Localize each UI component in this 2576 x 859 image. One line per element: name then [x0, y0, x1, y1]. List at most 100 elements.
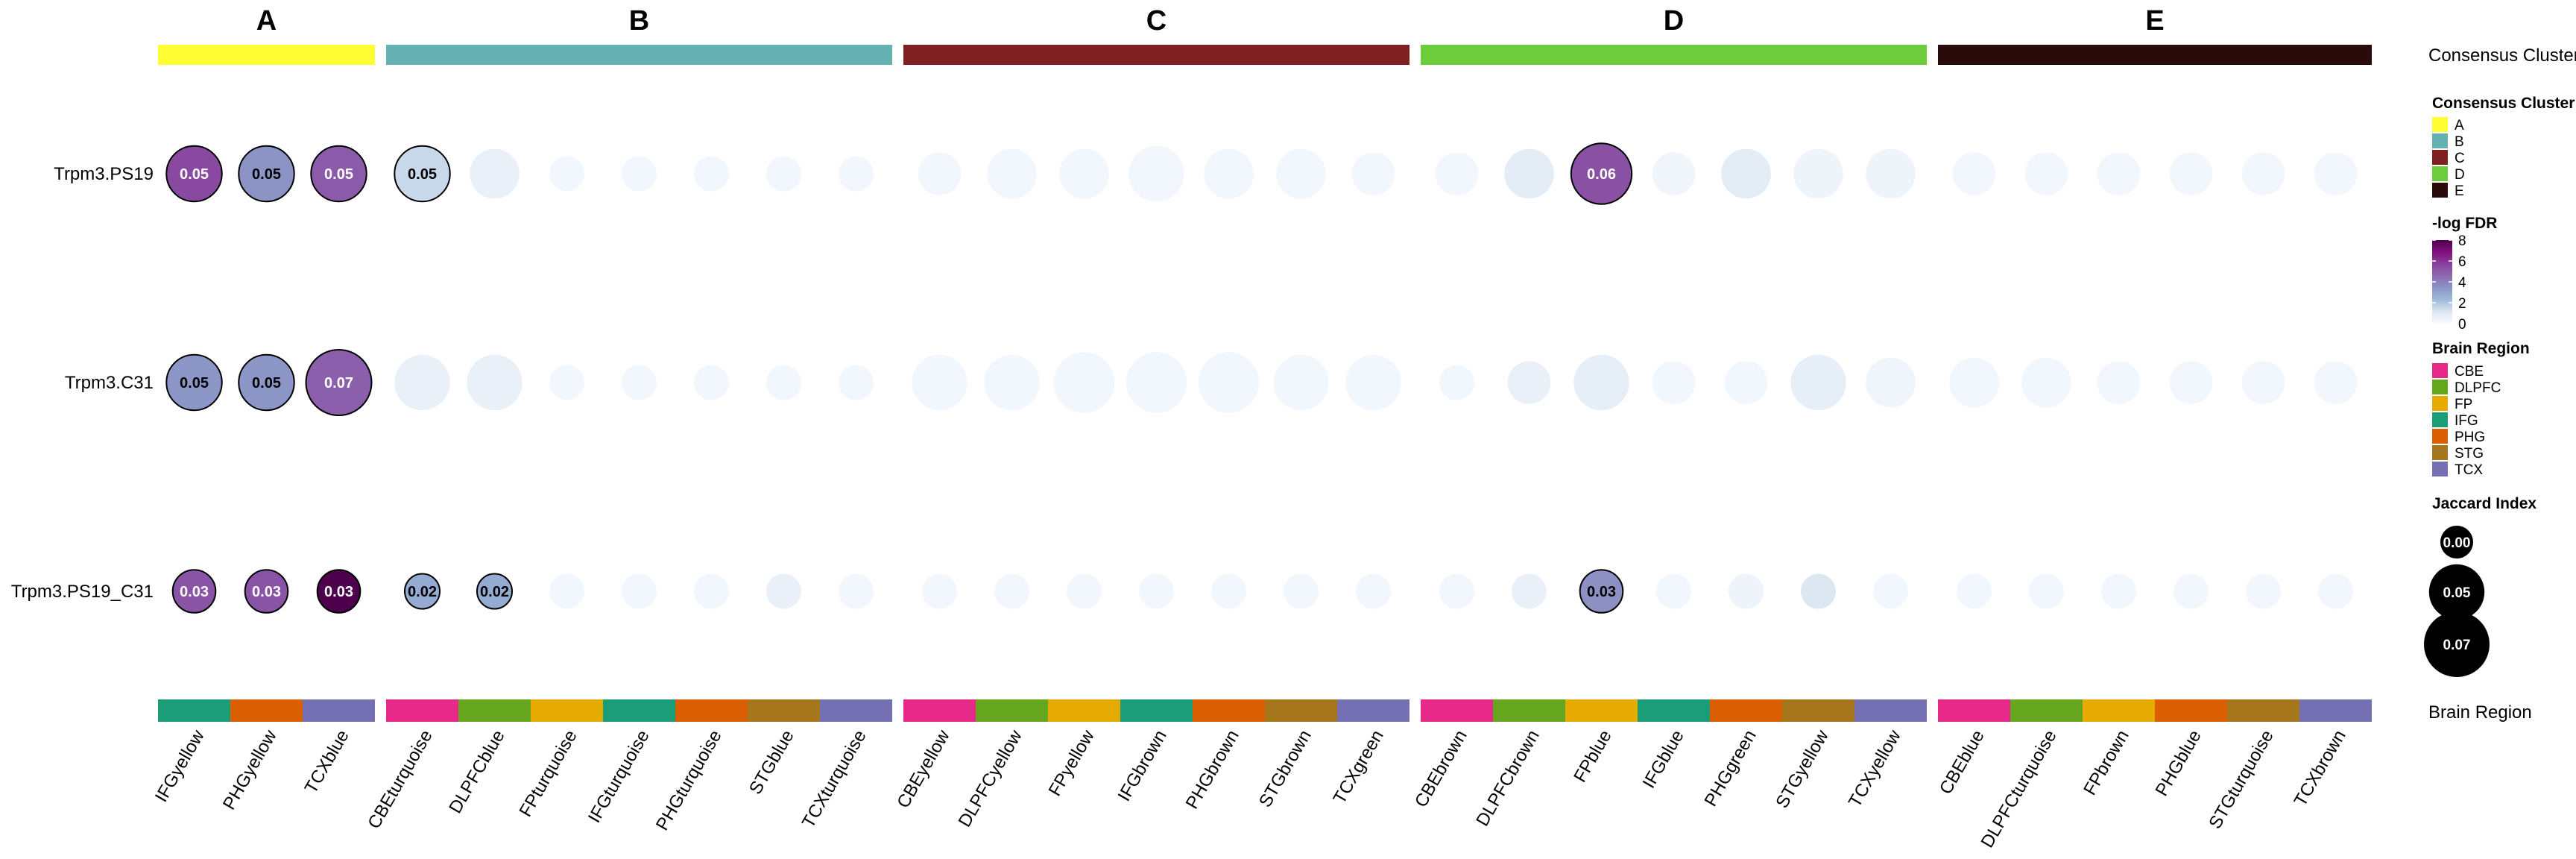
region-bar-CBEbrown: [1421, 699, 1493, 722]
region-bar-FPblue: [1565, 699, 1638, 722]
module-label-TCXbrown: TCXbrown: [2291, 727, 2350, 811]
legend-jaccard-label: 0.07: [2443, 638, 2471, 653]
module-label-FPyellow: FPyellow: [1045, 726, 1099, 799]
dot: [1435, 152, 1479, 195]
dot: [1351, 152, 1395, 195]
legend-region-text-STG: STG: [2455, 446, 2484, 462]
legend-jaccard-circle: [2424, 611, 2490, 677]
module-label-TCXturquoise: TCXturquoise: [798, 727, 871, 832]
legend-fdr-gradient-step: [2432, 273, 2452, 276]
dot: [305, 349, 373, 416]
legend-region-swatch-IFG: [2432, 412, 2448, 427]
region-bar-PHGyellow: [230, 699, 303, 722]
legend-fdr-gradient-step: [2432, 244, 2452, 247]
legend-fdr-gradient-step: [2432, 274, 2452, 277]
legend-cluster-text-B: B: [2455, 134, 2464, 150]
legend-fdr-gradient-step: [2432, 266, 2452, 268]
region-bar-FPturquoise: [531, 699, 603, 722]
module-label-STGturquoise: STGturquoise: [2205, 727, 2277, 833]
legend-fdr-tick-label: 8: [2458, 233, 2466, 249]
legend-fdr-gradient-step: [2432, 287, 2452, 289]
dot: [2246, 573, 2281, 609]
legend-fdr-gradient-step: [2432, 250, 2452, 252]
dot: [549, 156, 584, 192]
region-bar-IFGblue: [1638, 699, 1710, 722]
region-bar-FPbrown: [2083, 699, 2155, 722]
dot: [467, 354, 523, 411]
legend-region-text-CBE: CBE: [2455, 364, 2484, 380]
cluster-label-B: B: [629, 5, 649, 37]
cluster-label-C: C: [1146, 5, 1167, 37]
dot: [165, 353, 223, 412]
module-label-STGbrown: STGbrown: [1255, 727, 1316, 811]
module-label-PHGturquoise: PHGturquoise: [652, 727, 726, 834]
dot: [1128, 145, 1184, 202]
dot-value-label: 0.02: [408, 584, 437, 600]
dot: [622, 156, 657, 192]
legend-fdr-gradient-step: [2432, 301, 2452, 303]
dot: [1139, 573, 1174, 609]
dot: [1866, 357, 1916, 408]
legend-fdr-gradient-step: [2432, 265, 2452, 268]
legend-region-swatch-CBE: [2432, 363, 2448, 378]
region-bar-DLPFCturquoise: [2010, 699, 2083, 722]
dot: [1801, 573, 1836, 609]
legend-fdr-gradient-step: [2432, 311, 2452, 313]
legend-jaccard-label: 0.00: [2443, 535, 2471, 551]
legend-fdr-gradient-step: [2432, 271, 2452, 273]
dot: [2097, 361, 2141, 404]
dot: [165, 145, 223, 203]
region-bar-CBEyellow: [903, 699, 976, 722]
legend-fdr-gradient-step: [2432, 242, 2452, 245]
dot: [476, 573, 513, 610]
module-label-STGyellow: STGyellow: [1772, 726, 1833, 812]
legend-cluster-swatch-A: [2432, 117, 2448, 132]
legend-fdr-gradient-step: [2432, 245, 2452, 248]
dot: [766, 365, 801, 400]
legend-fdr-gradient-step: [2432, 252, 2452, 255]
dot: [470, 148, 520, 199]
dot: [1273, 354, 1329, 411]
dot: [1439, 365, 1474, 400]
dot: [1126, 352, 1187, 413]
dot: [694, 365, 729, 400]
legend-fdr-gradient-step: [2432, 318, 2452, 320]
legend-fdr-tick-label: 2: [2458, 296, 2466, 312]
legend-fdr-gradient-step: [2432, 298, 2452, 301]
legend-region-swatch-TCX: [2432, 462, 2448, 476]
legend-fdr-gradient-step: [2432, 269, 2452, 271]
legend-fdr-gradient-step: [2432, 300, 2452, 302]
dot: [987, 148, 1037, 199]
legend-cluster-text-A: A: [2455, 118, 2464, 133]
dot: [2241, 152, 2285, 195]
dot: [839, 573, 874, 609]
legend-fdr-gradient-step: [2432, 258, 2452, 260]
legend-fdr-gradient-step: [2432, 240, 2452, 242]
dot: [244, 569, 289, 614]
legend-cluster-text-C: C: [2455, 151, 2465, 166]
legend-fdr-gradient-step: [2432, 259, 2452, 262]
legend-fdr-gradient-step: [2432, 308, 2452, 310]
legend-fdr-gradient-step: [2432, 305, 2452, 308]
cluster-label-D: D: [1664, 5, 1684, 37]
module-label-PHGyellow: PHGyellow: [219, 726, 281, 814]
dot-value-label: 0.05: [252, 166, 281, 183]
dot: [1198, 352, 1260, 413]
legend-fdr-gradient-step: [2432, 297, 2452, 299]
dot: [316, 569, 362, 614]
row-label-Trpm3.PS19: Trpm3.PS19: [54, 164, 154, 184]
dot-value-label: 0.05: [180, 375, 209, 391]
legend-fdr-gradient-step: [2432, 289, 2452, 291]
legend-fdr-gradient-step: [2432, 306, 2452, 309]
region-bar-IFGturquoise: [603, 699, 675, 722]
legend-fdr-gradient-step: [2432, 262, 2452, 265]
dot: [1356, 573, 1391, 609]
dot: [1053, 352, 1115, 413]
dot: [918, 152, 962, 195]
region-bar-STGbrown: [1265, 699, 1337, 722]
module-label-IFGyellow: IFGyellow: [151, 726, 209, 805]
legend-fdr-title: -log FDR: [2432, 215, 2497, 232]
region-bar-PHGbrown: [1193, 699, 1265, 722]
dot-value-label: 0.03: [324, 584, 353, 600]
